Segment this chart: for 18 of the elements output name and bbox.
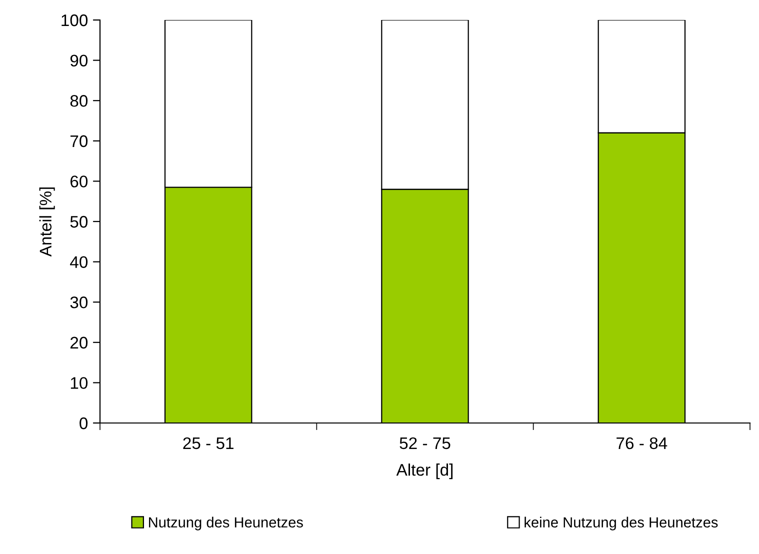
x-tick-label: 52 - 75 — [400, 437, 450, 450]
y-tick-label: 60 — [70, 176, 88, 188]
y-tick-label: 40 — [70, 256, 88, 268]
y-tick-label: 10 — [70, 377, 88, 389]
x-axis-title: Alter [d] — [396, 464, 453, 480]
y-tick-label: 50 — [70, 216, 88, 228]
y-tick-label: 90 — [70, 54, 88, 67]
x-tick-label: 25 - 51 — [183, 437, 234, 450]
legend-label: keine Nutzung des Heunetzes — [524, 516, 718, 530]
legend-label: Nutzung des Heunetzes — [149, 516, 303, 530]
y-tick-label: 80 — [70, 95, 88, 107]
y-tick-label: 20 — [70, 336, 88, 349]
y-tick-label: 70 — [70, 135, 88, 148]
y-tick-label: 30 — [70, 296, 88, 308]
y-axis-title: Anteil [%] — [39, 187, 55, 257]
y-tick-label: 100 — [62, 14, 88, 26]
x-tick-label: 76 - 84 — [616, 437, 668, 450]
y-tick-label: 0 — [80, 417, 88, 430]
